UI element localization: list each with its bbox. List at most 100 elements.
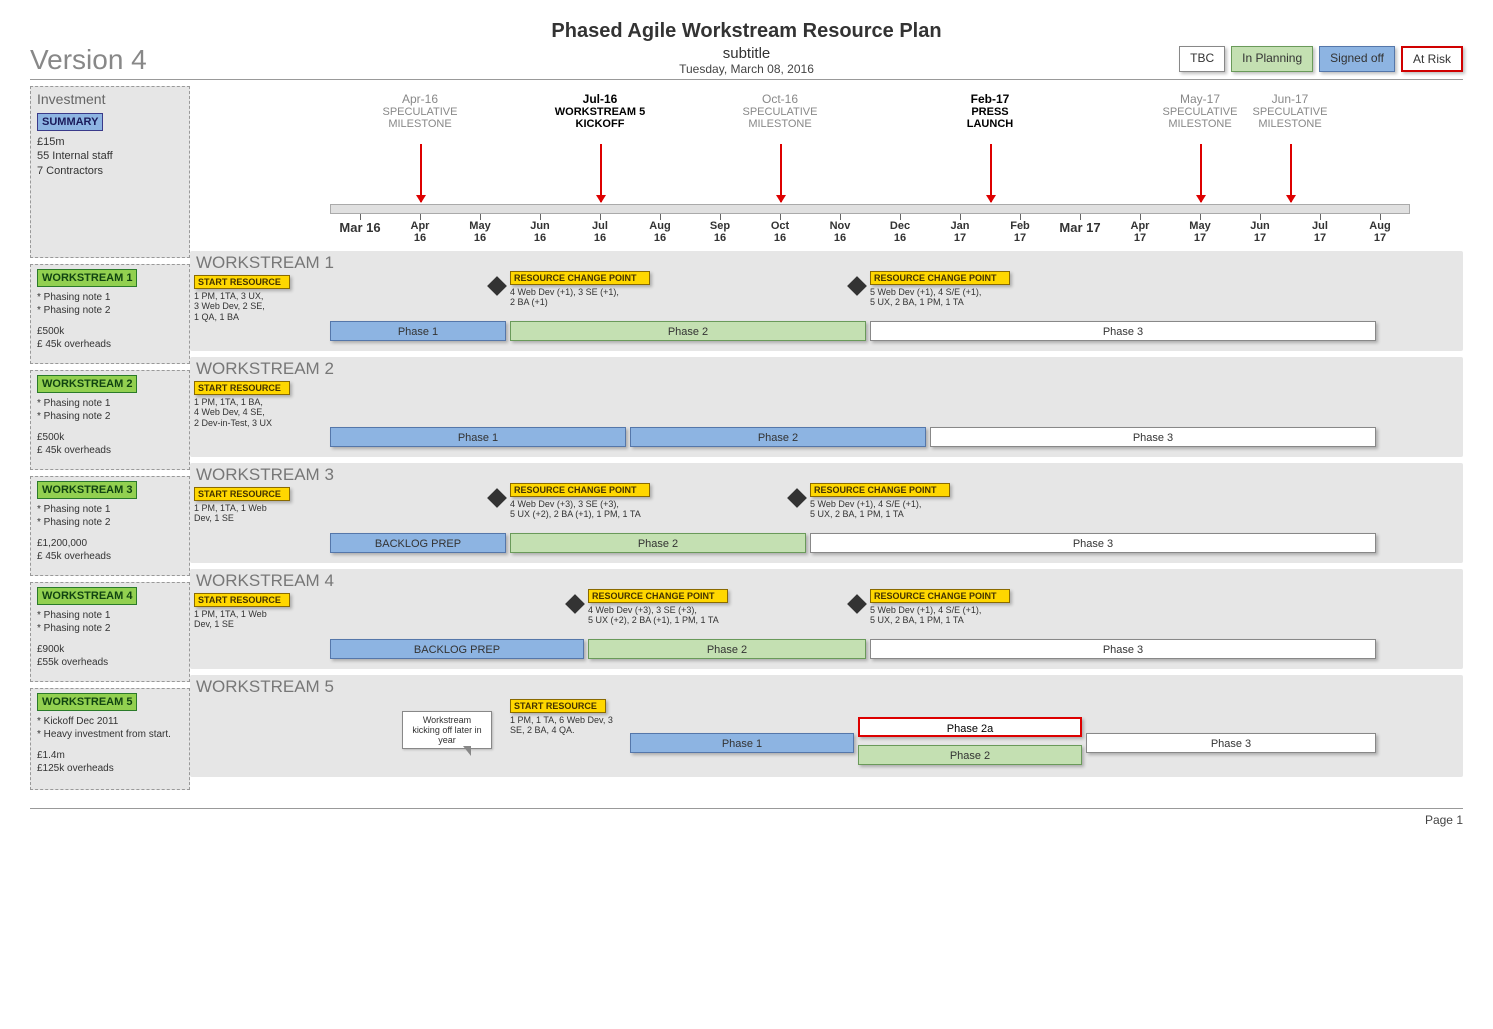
workstream-note: * Heavy investment from start. <box>37 728 183 741</box>
change-point-icon <box>847 594 867 614</box>
change-point-label: RESOURCE CHANGE POINT <box>870 271 1010 285</box>
phase-bar: Phase 2 <box>858 745 1082 765</box>
month-label: Jun17 <box>1240 220 1280 244</box>
start-resource-label: START RESOURCE <box>194 593 290 607</box>
workstream-note: * Phasing note 2 <box>37 410 183 423</box>
workstream-sidebox: WORKSTREAM 5* Kickoff Dec 2011* Heavy in… <box>30 688 190 790</box>
start-resource-label: START RESOURCE <box>194 381 290 395</box>
month-label: Feb17 <box>1000 220 1040 244</box>
month-label: May16 <box>460 220 500 244</box>
workstream-sidebox: WORKSTREAM 2* Phasing note 1* Phasing no… <box>30 370 190 470</box>
change-point-icon <box>847 276 867 296</box>
investment-line: £15m <box>37 135 183 149</box>
phase-bar: BACKLOG PREP <box>330 639 584 659</box>
month-label: Oct16 <box>760 220 800 244</box>
investment-line: 55 Internal staff <box>37 149 183 163</box>
workstream-note: * Phasing note 1 <box>37 609 183 622</box>
workstream-chip: WORKSTREAM 2 <box>37 375 137 393</box>
version-label: Version 4 <box>30 44 147 76</box>
workstream-chip: WORKSTREAM 3 <box>37 481 137 499</box>
month-label: Sep16 <box>700 220 740 244</box>
workstream-cost: £900k£55k overheads <box>37 643 183 669</box>
change-point-text: 4 Web Dev (+3), 3 SE (+3),5 UX (+2), 2 B… <box>510 499 665 520</box>
workstream-cost: £1.4m£125k overheads <box>37 749 183 775</box>
legend: TBCIn PlanningSigned offAt Risk <box>1179 46 1463 72</box>
phase-bar: Phase 2 <box>588 639 866 659</box>
month-label: Aug16 <box>640 220 680 244</box>
milestone-label: Feb-17PRESSLAUNCH <box>935 92 1045 130</box>
workstream-cost: £500k£ 45k overheads <box>37 325 183 351</box>
sidebar: Investment SUMMARY £15m55 Internal staff… <box>30 86 190 796</box>
month-label: Jun16 <box>520 220 560 244</box>
workstream-chip: WORKSTREAM 4 <box>37 587 137 605</box>
month-label: Apr16 <box>400 220 440 244</box>
speech-bubble: Workstream kicking off later in year <box>402 711 492 749</box>
investment-header: Investment <box>37 91 183 107</box>
workstream-note: * Phasing note 1 <box>37 503 183 516</box>
change-point-text: 4 Web Dev (+3), 3 SE (+3),5 UX (+2), 2 B… <box>588 605 743 626</box>
change-point-label: RESOURCE CHANGE POINT <box>588 589 728 603</box>
workstream-note: * Phasing note 1 <box>37 291 183 304</box>
phase-bar: Phase 2 <box>510 533 806 553</box>
milestone-label: Oct-16SPECULATIVEMILESTONE <box>725 92 835 130</box>
workstream-lane-title: WORKSTREAM 5 <box>196 677 334 697</box>
milestone-arrow <box>1290 144 1292 202</box>
workstream-chip: WORKSTREAM 1 <box>37 269 137 287</box>
start-resource-text: 1 PM, 1TA, 1 BA,4 Web Dev, 4 SE,2 Dev-in… <box>194 397 314 428</box>
change-point-icon <box>487 276 507 296</box>
change-point-label: RESOURCE CHANGE POINT <box>810 483 950 497</box>
start-resource-label: START RESOURCE <box>194 275 290 289</box>
legend-item: TBC <box>1179 46 1225 72</box>
start-resource-label: START RESOURCE <box>194 487 290 501</box>
workstream-lane: WORKSTREAM 3START RESOURCE1 PM, 1TA, 1 W… <box>190 463 1463 563</box>
change-point-text: 4 Web Dev (+1), 3 SE (+1),2 BA (+1) <box>510 287 665 308</box>
phase-bar: Phase 1 <box>630 733 854 753</box>
milestone-arrow <box>420 144 422 202</box>
month-label: May17 <box>1180 220 1220 244</box>
milestone-arrow <box>600 144 602 202</box>
workstream-lane: WORKSTREAM 4START RESOURCE1 PM, 1TA, 1 W… <box>190 569 1463 669</box>
month-label: Jan17 <box>940 220 980 244</box>
month-label: Dec16 <box>880 220 920 244</box>
phase-bar: BACKLOG PREP <box>330 533 506 553</box>
workstream-lane-title: WORKSTREAM 1 <box>196 253 334 273</box>
workstream-note: * Phasing note 2 <box>37 516 183 529</box>
workstream-sidebox: WORKSTREAM 3 * Phasing note 1* Phasing no… <box>30 476 190 576</box>
milestone-row: Mar 16Apr16May16Jun16Jul16Aug16Sep16Oct1… <box>190 86 1463 251</box>
change-point-icon <box>565 594 585 614</box>
month-label: Jul16 <box>580 220 620 244</box>
phase-bar: Phase 3 <box>1086 733 1376 753</box>
phase-bar: Phase 2 <box>630 427 926 447</box>
milestone-arrow <box>990 144 992 202</box>
workstream-lane: WORKSTREAM 2 START RESOURCE 1 PM, 1TA, 1 B… <box>190 357 1463 457</box>
month-label: Apr17 <box>1120 220 1160 244</box>
investment-line: 7 Contractors <box>37 164 183 178</box>
change-point-label: RESOURCE CHANGE POINT <box>870 589 1010 603</box>
legend-item: Signed off <box>1319 46 1395 72</box>
change-point-text: 5 Web Dev (+1), 4 S/E (+1),5 UX, 2 BA, 1… <box>810 499 965 520</box>
workstream-note: * Phasing note 2 <box>37 622 183 635</box>
summary-chip: SUMMARY <box>37 113 103 131</box>
workstream-cost: £500k£ 45k overheads <box>37 431 183 457</box>
milestone-label: Apr-16SPECULATIVEMILESTONE <box>365 92 475 130</box>
start-resource-label: START RESOURCE <box>510 699 606 713</box>
month-label: Aug17 <box>1360 220 1400 244</box>
change-point-text: 5 Web Dev (+1), 4 S/E (+1),5 UX, 2 BA, 1… <box>870 605 1025 626</box>
change-point-icon <box>787 488 807 508</box>
workstream-lane: WORKSTREAM 5START RESOURCE1 PM, 1 TA, 6 … <box>190 675 1463 777</box>
workstream-lane-title: WORKSTREAM 2 <box>196 359 334 379</box>
phase-bar: Phase 3 <box>870 321 1376 341</box>
title: Phased Agile Workstream Resource Plan <box>30 20 1463 43</box>
change-point-text: 5 Web Dev (+1), 4 S/E (+1),5 UX, 2 BA, 1… <box>870 287 1025 308</box>
workstream-lane: WORKSTREAM 1START RESOURCE1 PM, 1TA, 3 U… <box>190 251 1463 351</box>
milestone-arrow <box>780 144 782 202</box>
investment-box: Investment SUMMARY £15m55 Internal staff… <box>30 86 190 258</box>
phase-bar: Phase 2 <box>510 321 866 341</box>
workstream-note: * Phasing note 2 <box>37 304 183 317</box>
workstream-lane-title: WORKSTREAM 4 <box>196 571 334 591</box>
workstream-lane-title: WORKSTREAM 3 <box>196 465 334 485</box>
workstream-chip: WORKSTREAM 5 <box>37 693 137 711</box>
header: Version 4 Phased Agile Workstream Resour… <box>30 20 1463 80</box>
phase-bar: Phase 3 <box>930 427 1376 447</box>
month-label: Mar 17 <box>1050 220 1110 235</box>
